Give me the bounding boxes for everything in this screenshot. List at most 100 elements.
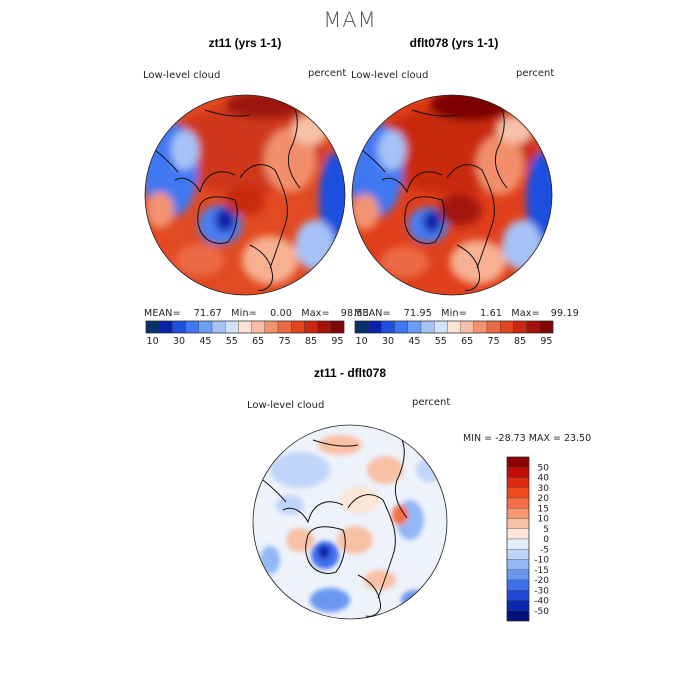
colorbar-diff-tick-label: 50 (538, 463, 550, 473)
diff-panel-units: percent (412, 397, 451, 408)
colorbar-1-tick-label: 55 (226, 336, 238, 347)
panel-2-stats: MEAN= 71.95 Min= 1.61 Max= 99.19 (354, 308, 579, 319)
map-2 (352, 95, 552, 295)
colorbar-1-swatch (317, 320, 331, 334)
colorbar-1-swatch (172, 320, 186, 334)
colorbar-diff-swatch (506, 497, 530, 509)
colorbar-1-swatch (304, 320, 318, 334)
colorbar-diff-swatch (506, 590, 530, 601)
colorbar-diff-tick-label: 30 (538, 484, 550, 494)
colorbar-2-swatch (539, 320, 554, 334)
colorbar-2-tick-label: 85 (514, 336, 526, 347)
panel-2-max: 99.19 (550, 308, 579, 319)
map-1 (145, 95, 345, 295)
colorbar-2-tick-label: 55 (435, 336, 447, 347)
colorbar-diff-swatch (506, 467, 530, 478)
panel-1-max-label: Max= (301, 308, 330, 319)
panel-1-mean: 71.67 (193, 308, 222, 319)
colorbar-2-swatch (420, 320, 435, 334)
colorbar-2-swatch (354, 320, 369, 334)
colorbar-2-swatch (500, 320, 514, 334)
panel-1-units: percent (308, 68, 347, 79)
colorbar-2-swatch (513, 320, 527, 334)
colorbar-diff-tick-label: -15 (534, 566, 549, 576)
colorbar-1-swatch (145, 320, 160, 334)
colorbar-diff-swatch (506, 549, 530, 560)
colorbar-diff-swatch (506, 569, 530, 581)
colorbar-diff-swatch (506, 487, 530, 499)
colorbar-diff-swatch (506, 559, 530, 570)
colorbar-1-tick-label: 45 (199, 336, 211, 347)
panel-1-max: 98.53 (340, 308, 369, 319)
colorbar-2-swatch (486, 320, 501, 334)
panel-2-max-label: Max= (511, 308, 540, 319)
colorbar-diff-swatch (506, 518, 530, 529)
colorbar-2-tick-label: 45 (408, 336, 420, 347)
figure-title: MAM (323, 8, 377, 32)
colorbar-diff-tick-label: -30 (534, 586, 549, 596)
panel-1-min-label: Min= (231, 308, 257, 319)
colorbar-diff-tick-label: 20 (538, 494, 550, 504)
panel-2-units: percent (516, 68, 555, 79)
colorbar-diff-tick-label: 15 (538, 504, 549, 514)
colorbar-1-swatch (198, 320, 213, 334)
colorbar-diff-swatch (506, 600, 530, 611)
colorbar-2-swatch (460, 320, 474, 334)
colorbar-diff-swatch (506, 538, 530, 550)
panel-1-stats: MEAN= 71.67 Min= 0.00 Max= 98.53 (144, 308, 369, 319)
colorbar-2-tick-label: 95 (540, 336, 552, 347)
panel-2-mean: 71.95 (403, 308, 432, 319)
colorbar-2: 10 30 45 55 65 75 85 95 (354, 320, 554, 347)
colorbar-diff-swatch (506, 528, 530, 540)
colorbar-2-tick-label: 30 (382, 336, 394, 347)
colorbar-diff-tick-label: -5 (540, 545, 549, 555)
colorbar-1-tick-label: 95 (331, 336, 343, 347)
diff-panel-title: zt11 - dflt078 (313, 366, 387, 380)
colorbar-1-tick-label: 10 (147, 336, 159, 347)
panel-1-title: zt11 (yrs 1-1) (208, 36, 282, 50)
panel-1-mean-label: MEAN= (144, 308, 181, 319)
map-1-border (144, 94, 346, 296)
colorbar-2-swatch (381, 320, 395, 334)
diff-panel-variable: Low-level cloud (247, 400, 325, 411)
colorbar-2-swatch (368, 320, 382, 334)
panel-2-min-label: Min= (441, 308, 467, 319)
panel-2-variable: Low-level cloud (351, 70, 429, 81)
panel-1-min: 0.00 (270, 308, 293, 319)
colorbar-1-swatch (291, 320, 305, 334)
colorbar-1-swatch (159, 320, 173, 334)
colorbar-1-swatch (211, 320, 226, 334)
map-2-border (351, 94, 553, 296)
colorbar-diff-tick-label: -40 (534, 597, 549, 607)
colorbar-1: 10 30 45 55 65 75 85 95 (145, 320, 345, 347)
colorbar-2-tick-label: 75 (488, 336, 500, 347)
colorbar-diff-swatch (506, 456, 530, 468)
colorbar-diff-tick-label: 5 (543, 525, 549, 535)
colorbar-1-outline (145, 320, 345, 334)
colorbar-diff-swatch (506, 508, 530, 519)
colorbar-2-tick-label: 10 (356, 336, 368, 347)
colorbar-1-swatch (185, 320, 199, 334)
colorbar-diff-tick-label: -50 (534, 607, 549, 617)
colorbar-2-outline (354, 320, 554, 334)
colorbar-2-swatch (526, 320, 540, 334)
colorbar-diff-swatch (506, 579, 530, 591)
colorbar-2-swatch (407, 320, 422, 334)
colorbar-1-swatch (277, 320, 292, 334)
colorbar-diff-tick-label: 0 (543, 535, 549, 545)
colorbar-diff-swatch (506, 477, 530, 488)
colorbar-diff-tick-label: -20 (534, 576, 549, 586)
colorbar-1-tick-label: 65 (252, 336, 264, 347)
colorbar-1-tick-label: 85 (305, 336, 317, 347)
colorbar-1-swatch (251, 320, 265, 334)
colorbar-1-swatch (238, 320, 252, 334)
colorbar-2-swatch (434, 320, 448, 334)
panel-1-variable: Low-level cloud (143, 70, 221, 81)
panel-2-title: dflt078 (yrs 1-1) (409, 36, 499, 50)
colorbar-2-swatch (394, 320, 408, 334)
colorbar-1-swatch (330, 320, 345, 334)
diff-panel-minmax: MIN = -28.73 MAX = 23.50 (463, 433, 592, 444)
map-3 (253, 425, 447, 619)
colorbar-1-tick-label: 30 (173, 336, 185, 347)
